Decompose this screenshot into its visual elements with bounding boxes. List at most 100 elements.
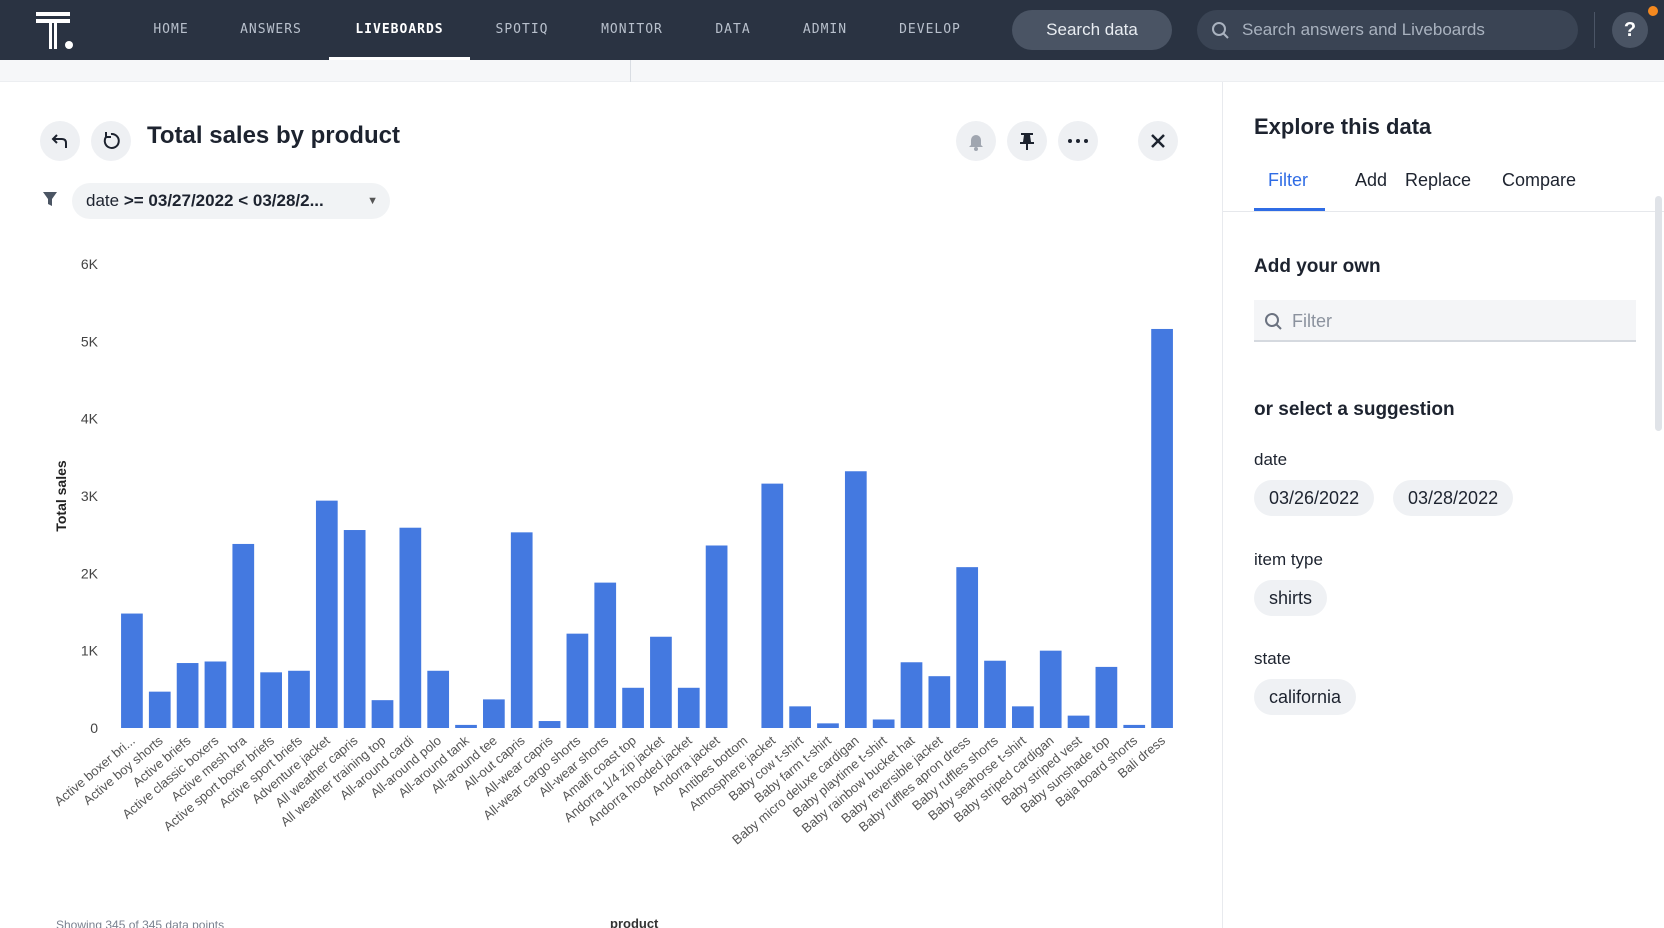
bar — [121, 613, 143, 728]
date-filter-chip[interactable]: date >= 03/27/2022 < 03/28/2... ▼ — [72, 183, 390, 219]
thoughtspot-logo[interactable] — [36, 12, 76, 50]
y-tick-label: 1K — [81, 643, 99, 659]
suggestion-chip-item-type[interactable]: shirts — [1254, 580, 1328, 616]
reset-button[interactable] — [91, 121, 131, 161]
suggestion-chip-date-1[interactable]: 03/26/2022 — [1254, 480, 1375, 516]
y-tick-label: 4K — [81, 411, 99, 427]
filter-placeholder: Filter — [1292, 311, 1332, 331]
more-options-button[interactable] — [1058, 121, 1098, 161]
bar — [204, 661, 227, 728]
bar — [956, 567, 979, 728]
bar — [594, 582, 617, 728]
explore-panel-title: Explore this data — [1254, 114, 1432, 139]
bar — [260, 672, 282, 728]
filter-value: >= 03/27/2022 < 03/28/2... — [123, 191, 324, 210]
bar — [1095, 666, 1118, 728]
add-your-own-heading: Add your own — [1254, 256, 1381, 277]
refresh-icon — [103, 132, 120, 149]
nav-admin[interactable]: ADMIN — [802, 22, 848, 37]
panel-scrollbar[interactable] — [1655, 196, 1662, 431]
active-tab-indicator — [1254, 208, 1325, 211]
explore-panel: Explore this data Filter Add Replace Com… — [1222, 82, 1664, 928]
bar — [455, 724, 477, 728]
sub-toolbar-divider — [630, 60, 631, 82]
close-icon — [1151, 134, 1165, 148]
search-icon — [1264, 300, 1282, 357]
y-axis-title: Total sales — [53, 460, 69, 532]
tab-filter[interactable]: Filter — [1268, 170, 1308, 190]
suggestion-chip-state[interactable]: california — [1254, 679, 1357, 715]
bar — [872, 719, 895, 728]
nav-divider — [1594, 12, 1595, 48]
suggestion-group-label-state: state — [1254, 649, 1291, 668]
bar — [677, 687, 700, 728]
search-data-button[interactable]: Search data — [1012, 10, 1172, 50]
filter-search-input[interactable]: Filter — [1254, 300, 1636, 342]
bar — [566, 633, 589, 728]
bar — [844, 471, 867, 728]
bar — [399, 527, 422, 728]
filter-field: date — [86, 191, 120, 210]
bar — [315, 500, 338, 728]
help-button[interactable]: ? — [1612, 12, 1648, 48]
bar — [1012, 706, 1034, 728]
suggestion-heading: or select a suggestion — [1254, 399, 1455, 420]
bar — [176, 663, 199, 728]
bar — [761, 483, 784, 728]
top-nav: HOME ANSWERS LIVEBOARDS SPOTIQ MONITOR D… — [0, 0, 1664, 60]
back-button[interactable] — [40, 121, 80, 161]
nav-monitor[interactable]: MONITOR — [601, 22, 663, 37]
tab-add[interactable]: Add — [1355, 170, 1388, 190]
bar — [1067, 715, 1090, 728]
tab-compare[interactable]: Compare — [1502, 170, 1577, 190]
bar — [343, 530, 366, 728]
nav-develop[interactable]: DEVELOP — [899, 22, 961, 37]
bar — [510, 532, 533, 728]
suggestion-chip-date-2[interactable]: 03/28/2022 — [1393, 480, 1514, 516]
chart-title: Total sales by product — [147, 122, 400, 149]
pin-button[interactable] — [1007, 121, 1047, 161]
data-points-note: Showing 345 of 345 data points — [56, 918, 225, 928]
bar — [705, 545, 728, 728]
pin-icon — [1020, 133, 1034, 150]
more-dots-icon — [1068, 139, 1088, 143]
alert-button[interactable] — [956, 121, 996, 161]
global-search-placeholder: Search answers and Liveboards — [1242, 20, 1485, 39]
filter-funnel-icon — [43, 192, 57, 206]
nav-data[interactable]: DATA — [715, 22, 751, 37]
bar — [1123, 724, 1146, 728]
y-tick-label: 6K — [81, 256, 99, 272]
y-tick-label: 3K — [81, 488, 99, 504]
sub-toolbar — [0, 60, 1664, 82]
bar — [928, 676, 951, 728]
nav-liveboards[interactable]: LIVEBOARDS — [355, 22, 444, 37]
search-icon — [1211, 10, 1229, 64]
suggestion-group-label-date: date — [1254, 450, 1288, 469]
global-search-input[interactable]: Search answers and Liveboards — [1197, 10, 1578, 50]
tab-replace[interactable]: Replace — [1405, 170, 1472, 190]
y-tick-label: 0 — [90, 720, 98, 736]
nav-spotiq[interactable]: SPOTIQ — [495, 22, 549, 37]
active-nav-indicator — [329, 57, 470, 60]
tabs-divider — [1223, 211, 1664, 212]
bar — [148, 691, 171, 728]
nav-home[interactable]: HOME — [153, 22, 189, 37]
y-tick-label: 2K — [81, 565, 99, 581]
bar — [483, 699, 505, 728]
bar — [817, 723, 839, 728]
bar — [1039, 650, 1062, 728]
bar — [900, 662, 923, 728]
x-axis-title-footer: product — [610, 916, 659, 928]
bar — [650, 636, 672, 728]
y-tick-label: 5K — [81, 333, 99, 349]
bell-icon — [969, 135, 983, 151]
close-button[interactable] — [1138, 121, 1178, 161]
undo-arrow-icon — [51, 134, 67, 148]
bar — [371, 700, 394, 728]
chevron-down-icon: ▼ — [367, 195, 378, 207]
bar — [1151, 328, 1173, 728]
bar — [232, 543, 255, 728]
notification-dot — [1648, 6, 1658, 16]
bar — [789, 706, 811, 728]
nav-answers[interactable]: ANSWERS — [240, 22, 302, 37]
